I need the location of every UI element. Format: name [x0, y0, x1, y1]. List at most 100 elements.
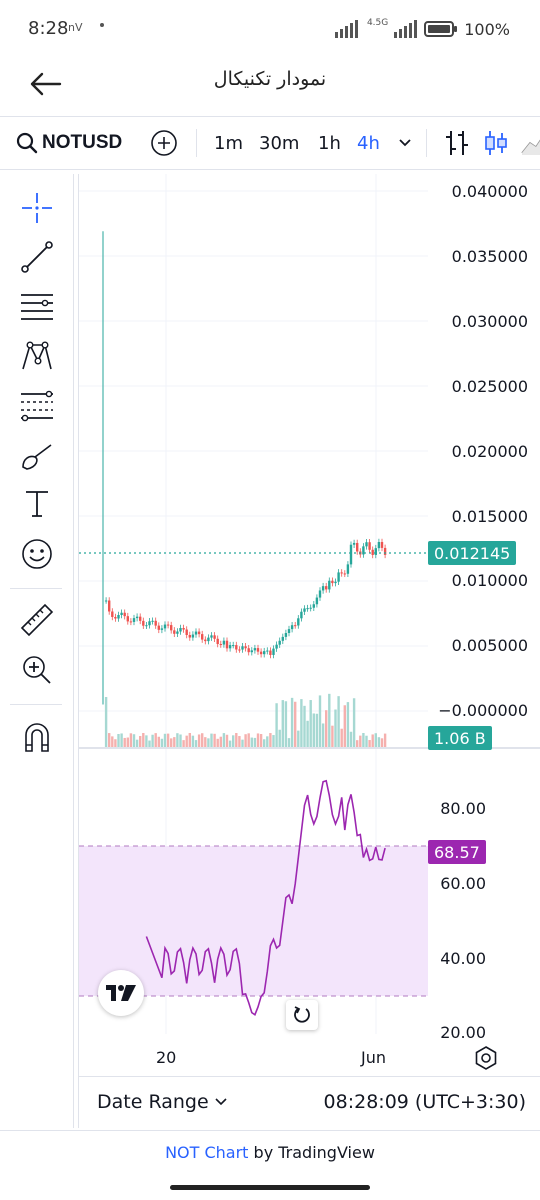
volume-bar — [197, 734, 201, 747]
fib-icon — [21, 390, 53, 422]
interval-1h[interactable]: 1h — [318, 117, 341, 169]
candle-body — [309, 607, 312, 609]
chart-type-candles-button[interactable] — [484, 117, 508, 169]
symbol-search-button[interactable]: NOTUSD — [16, 117, 122, 169]
status-bar: 8:28 nV 4.5G 100% — [0, 0, 540, 56]
volume-bar — [154, 733, 157, 747]
volume-bar — [340, 728, 343, 747]
compare-button[interactable] — [150, 117, 178, 169]
volume-bar — [383, 733, 387, 747]
candle-body — [201, 634, 204, 640]
volume-bar — [194, 740, 198, 747]
ruler-icon — [20, 603, 54, 637]
interval-1m[interactable]: 1m — [214, 117, 243, 169]
volume-bar — [374, 733, 377, 747]
home-indicator[interactable] — [170, 1185, 370, 1190]
volume-bar — [225, 734, 229, 747]
volume-bar — [129, 733, 133, 747]
interval-30m[interactable]: 30m — [259, 117, 299, 169]
status-right: 4.5G 100% — [334, 16, 510, 42]
volume-bar — [359, 735, 362, 747]
volume-bar — [232, 735, 235, 747]
volume-bar — [325, 710, 328, 747]
interval-30m-label: 30m — [259, 132, 300, 154]
candle-body — [321, 586, 325, 591]
candle-body — [151, 620, 154, 622]
back-button[interactable] — [26, 66, 66, 102]
interval-4h-label: 4h — [357, 132, 380, 154]
candle-body — [371, 549, 374, 555]
fib-tool[interactable] — [13, 385, 61, 427]
chevron-down-icon — [215, 1098, 227, 1106]
candle-body — [331, 580, 334, 584]
gear-icon — [475, 1046, 497, 1070]
volume-bar — [145, 735, 148, 747]
volume-bar — [142, 733, 145, 747]
emoji-tool[interactable] — [13, 533, 61, 575]
candle-body — [166, 624, 170, 626]
chart-area[interactable]: 0.040000 0.035000 0.030000 0.025000 0.02… — [78, 174, 540, 1076]
chart-settings-button[interactable] — [472, 1044, 500, 1072]
candle-body — [179, 627, 182, 632]
crosshair-tool[interactable] — [13, 187, 61, 229]
volume-bar — [228, 740, 232, 747]
volume-bar — [244, 734, 247, 747]
volume-bar — [334, 709, 337, 747]
symbol-label: NOTUSD — [42, 132, 123, 153]
signal-icon — [334, 20, 358, 38]
volume-bar — [170, 738, 173, 747]
tradingview-logo-button[interactable] — [98, 970, 144, 1016]
horizontal-lines-tool[interactable] — [13, 286, 61, 328]
candle-body — [235, 645, 238, 650]
page-title: نمودار تکنیکال — [213, 68, 327, 90]
candle-body — [139, 616, 142, 621]
volume-bar — [331, 725, 334, 747]
status-time: 8:28 — [28, 18, 69, 39]
volume-bar — [235, 733, 238, 747]
brush-tool[interactable] — [13, 435, 61, 477]
interval-dropdown[interactable] — [398, 117, 412, 169]
candle-body — [126, 616, 129, 622]
volume-bar — [114, 739, 117, 747]
tool-separator — [10, 588, 62, 589]
candle-body — [207, 637, 210, 642]
chart-bottom-bar: Date Range 08:28:09 (UTC+3:30) — [78, 1076, 540, 1128]
not-chart-link[interactable]: NOT Chart — [165, 1143, 249, 1162]
interval-4h[interactable]: 4h — [357, 117, 380, 169]
candle-body — [278, 640, 281, 645]
candle-body — [182, 627, 185, 630]
volume-bar — [371, 734, 374, 747]
candle-body — [334, 581, 337, 584]
candle-body — [300, 611, 303, 619]
volume-bar — [163, 733, 167, 747]
date-range-button[interactable]: Date Range — [97, 1091, 227, 1113]
chart-type-area-button[interactable] — [520, 117, 540, 169]
candle-body — [188, 635, 191, 638]
candle-body — [287, 629, 291, 633]
interval-1h-label: 1h — [318, 132, 341, 154]
trend-line-tool[interactable] — [13, 236, 61, 278]
add-icon — [151, 130, 177, 156]
candle-body — [290, 625, 294, 630]
indicators-button[interactable] — [444, 117, 470, 169]
volume-bar — [328, 693, 331, 747]
footer-text: by TradingView — [248, 1143, 375, 1162]
reset-chart-button[interactable] — [286, 1000, 318, 1030]
drawing-toolbar — [0, 174, 74, 1128]
volume-bar — [275, 703, 278, 747]
rotate-icon — [294, 1006, 310, 1023]
zoom-in-tool[interactable] — [13, 649, 61, 691]
volume-bar — [166, 733, 170, 747]
candle-body — [365, 542, 368, 547]
volume-bar — [278, 729, 281, 747]
text-tool[interactable] — [13, 483, 61, 525]
timezone-clock[interactable]: 08:28:09 (UTC+3:30) — [323, 1091, 526, 1113]
candle-body — [281, 636, 284, 641]
chart-canvas[interactable] — [79, 174, 540, 1076]
candle-body — [250, 650, 253, 653]
magnet-tool[interactable] — [13, 716, 61, 758]
candle-body — [352, 542, 356, 545]
ruler-tool[interactable] — [13, 599, 61, 641]
pattern-tool[interactable] — [13, 335, 61, 377]
candle-body — [297, 618, 300, 626]
